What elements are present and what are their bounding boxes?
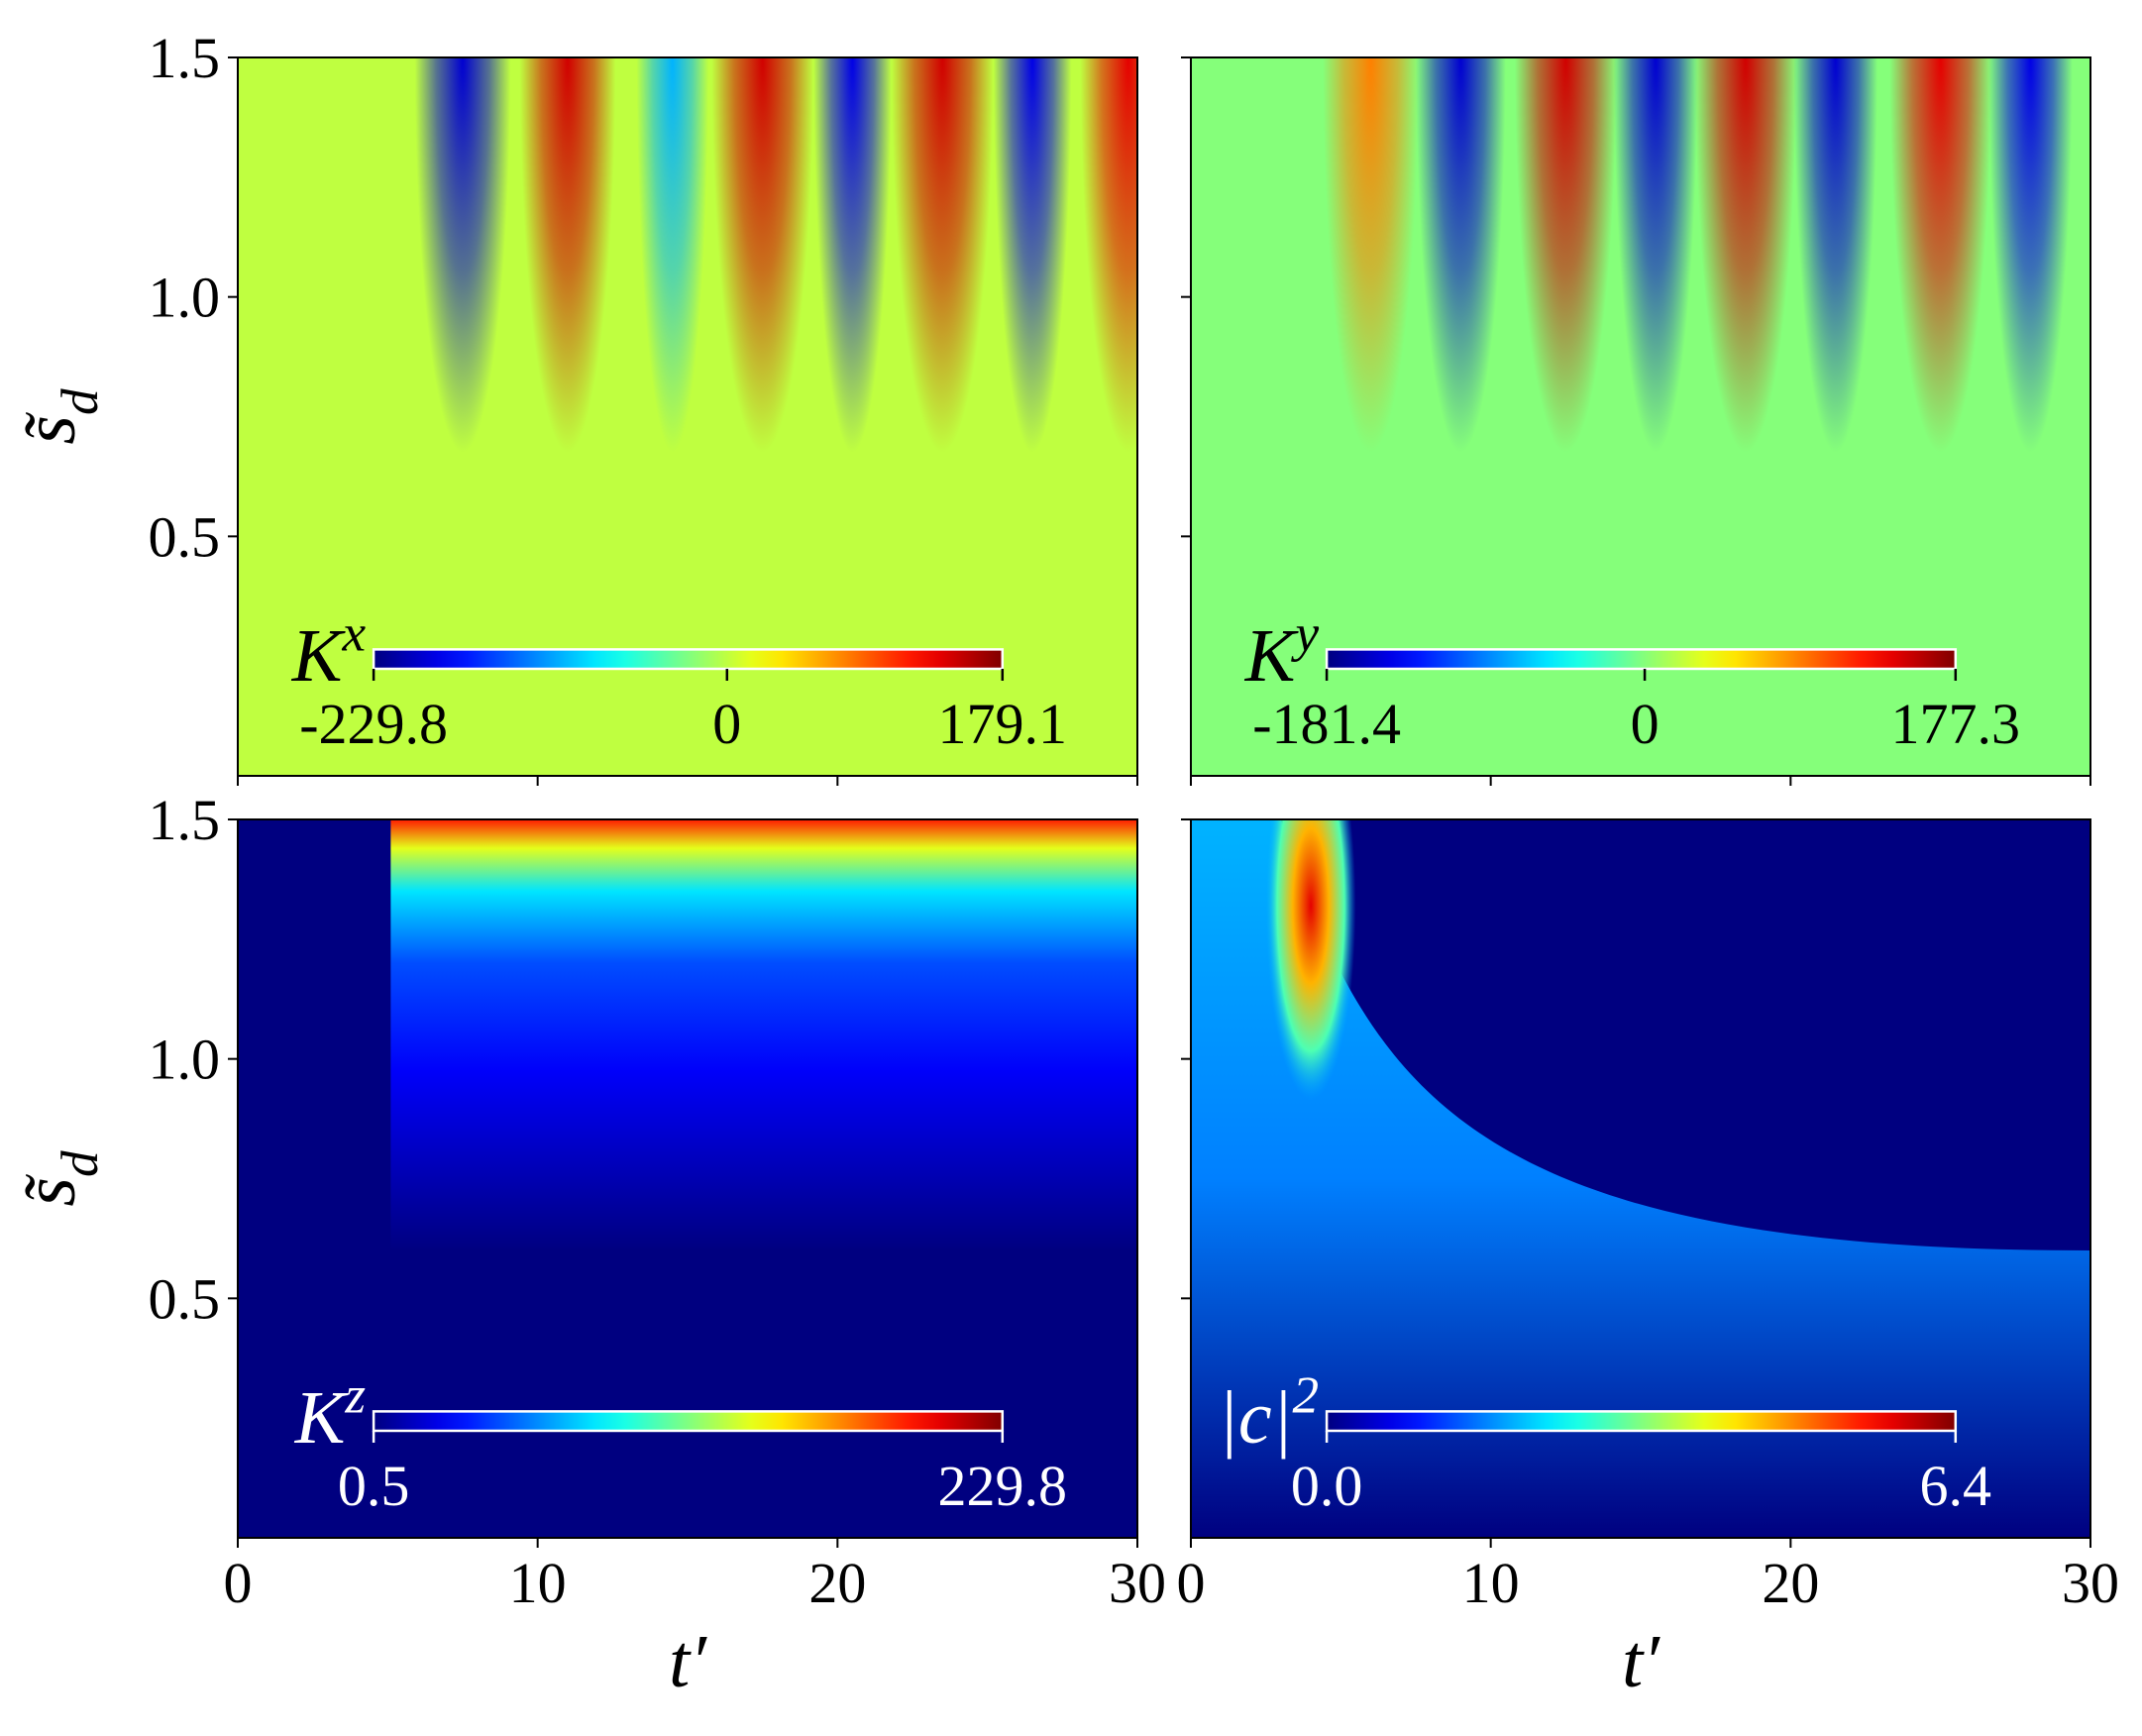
y-tick-label: 0.5 <box>149 504 221 569</box>
colorbar-tick-label: -181.4 <box>1252 692 1401 756</box>
x-tick-label: 10 <box>509 1551 567 1615</box>
colorbar <box>372 648 1005 671</box>
field-lobe <box>813 57 892 453</box>
colorbar-tick-label: 177.3 <box>1891 692 2021 756</box>
x-tick-label: 30 <box>2062 1551 2119 1615</box>
y-axis-label: s̃d <box>8 388 109 445</box>
colorbar-tick-label: 0.0 <box>1291 1454 1363 1518</box>
colorbar-tick-label: 0 <box>712 692 741 756</box>
y-tick-label: 1.5 <box>149 26 221 90</box>
field-lobe <box>1080 57 1137 453</box>
field-lobe <box>1514 57 1617 453</box>
axes-frame <box>237 818 1138 1539</box>
field-lobe <box>1613 57 1698 453</box>
y-axis-label: s̃d <box>8 1150 109 1207</box>
field-lobe <box>993 57 1072 453</box>
field-lobe <box>1323 57 1420 453</box>
field-lobe <box>519 57 616 453</box>
colorbar <box>1325 1410 1958 1433</box>
colorbar-tick-label: 229.8 <box>938 1454 1068 1518</box>
panel: 0.5 1.0 1.5 s̃d Kx-229.8 0 179.1 <box>8 26 1138 786</box>
x-axis-label: t′ <box>669 1620 707 1703</box>
axes-frame <box>237 56 1138 777</box>
axes-frame <box>1190 56 2091 777</box>
y-tick-label: 1.5 <box>149 788 221 852</box>
axes-frame <box>1190 818 2091 1539</box>
colorbar-tick-label: 6.4 <box>1920 1454 1992 1518</box>
colorbar-tick-label: 0.5 <box>338 1454 410 1518</box>
field-lobe <box>1889 57 1992 453</box>
heatmap <box>1191 57 2090 776</box>
x-tick-label: 10 <box>1462 1551 1520 1615</box>
colorbar-label: Ky <box>1244 604 1320 698</box>
x-tick-label: 30 <box>1109 1551 1166 1615</box>
field-lobe <box>414 57 511 453</box>
panel: 0 10 20 300.51.01.5s̃dt′Kz0.5 229.8 <box>8 788 1166 1703</box>
x-tick-label: 20 <box>808 1551 866 1615</box>
x-axis-label: t′ <box>1622 1620 1660 1703</box>
y-tick-label: 1.0 <box>149 1028 221 1092</box>
colorbar <box>1325 648 1958 671</box>
field-lobe <box>636 57 709 453</box>
colorbar-label: Kz <box>294 1366 366 1460</box>
colorbar <box>372 1410 1005 1433</box>
colorbar-tick-label: 179.1 <box>938 692 1068 756</box>
colorbar-label: Kx <box>291 604 367 698</box>
y-tick-label: 1.0 <box>149 266 221 330</box>
x-tick-label: 20 <box>1762 1551 1819 1615</box>
field-streak <box>1265 819 1356 1100</box>
y-tick-label: 0.5 <box>149 1266 221 1331</box>
panel: Ky-181.4 0 177.3 <box>1181 56 2091 786</box>
field-decay <box>1191 819 2090 1538</box>
field-lobe <box>1793 57 1878 453</box>
field-lobe <box>711 57 814 453</box>
field-lobe <box>891 57 994 453</box>
x-tick-label: 0 <box>1177 1551 1206 1615</box>
field-left <box>238 819 391 1538</box>
colorbar-tick-label: 0 <box>1631 692 1660 756</box>
field-lobe <box>1416 57 1506 453</box>
colorbar-label: |c|2 <box>1218 1366 1319 1460</box>
colorbar-tick-label: -229.8 <box>299 692 448 756</box>
field-lobe <box>1694 57 1797 453</box>
field-lobe <box>1988 57 2073 453</box>
x-tick-label: 0 <box>224 1551 253 1615</box>
panel: 0 10 20 30 t′ |c|20.0 6.4 <box>1177 818 2119 1703</box>
